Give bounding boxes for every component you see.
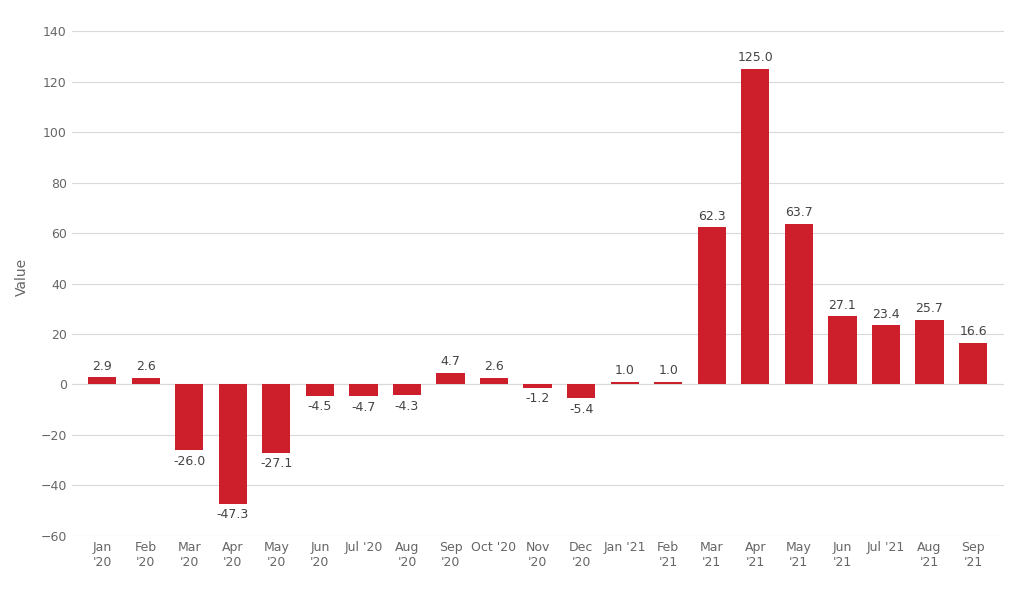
Bar: [654, 382, 682, 384]
Bar: [436, 373, 465, 384]
Bar: [306, 384, 334, 396]
Bar: [828, 316, 856, 384]
Bar: [393, 384, 421, 395]
Text: 125.0: 125.0: [737, 51, 773, 65]
Bar: [610, 382, 639, 384]
Bar: [480, 378, 508, 384]
Text: 2.6: 2.6: [484, 360, 504, 373]
Bar: [88, 377, 117, 384]
Text: 62.3: 62.3: [698, 209, 726, 222]
Text: -47.3: -47.3: [217, 508, 249, 521]
Text: 27.1: 27.1: [828, 299, 856, 312]
Text: -5.4: -5.4: [569, 403, 593, 416]
Text: -4.3: -4.3: [395, 400, 419, 413]
Y-axis label: Value: Value: [15, 258, 30, 296]
Text: -4.5: -4.5: [307, 400, 332, 413]
Bar: [262, 384, 291, 453]
Bar: [784, 224, 813, 384]
Text: -4.7: -4.7: [351, 401, 376, 414]
Bar: [219, 384, 247, 504]
Text: 2.9: 2.9: [92, 360, 112, 373]
Text: 4.7: 4.7: [440, 355, 461, 368]
Bar: [697, 227, 726, 384]
Text: 1.0: 1.0: [614, 365, 635, 378]
Bar: [349, 384, 378, 396]
Text: 16.6: 16.6: [959, 325, 987, 338]
Text: 1.0: 1.0: [658, 365, 678, 378]
Text: -27.1: -27.1: [260, 458, 293, 471]
Text: 25.7: 25.7: [915, 302, 943, 315]
Text: 63.7: 63.7: [785, 206, 813, 219]
Text: -26.0: -26.0: [173, 455, 206, 468]
Bar: [131, 378, 160, 384]
Bar: [958, 342, 987, 384]
Bar: [567, 384, 595, 398]
Bar: [741, 69, 769, 384]
Text: -1.2: -1.2: [525, 392, 550, 405]
Bar: [175, 384, 204, 450]
Text: 23.4: 23.4: [872, 308, 900, 321]
Bar: [915, 320, 944, 384]
Bar: [523, 384, 552, 387]
Text: 2.6: 2.6: [136, 360, 156, 373]
Bar: [871, 325, 900, 384]
